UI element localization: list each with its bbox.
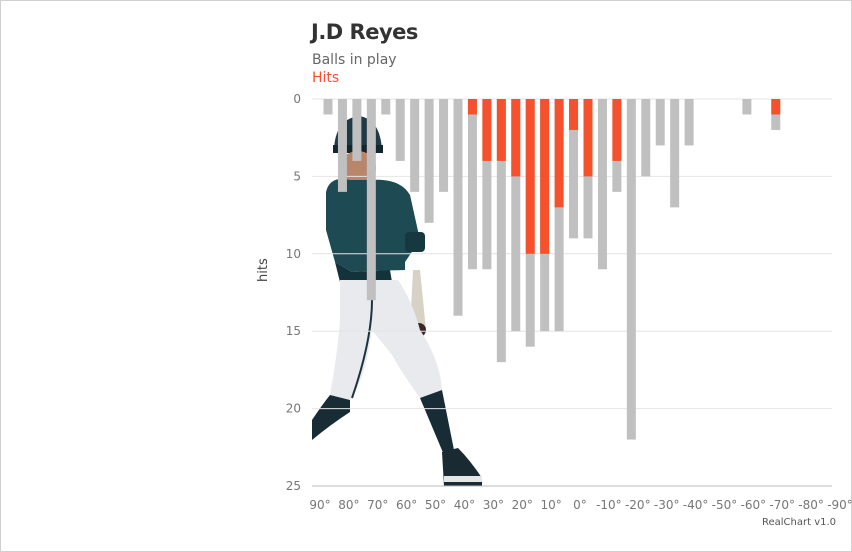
y-tick-label: 25 xyxy=(286,479,301,493)
bar-hits[interactable] xyxy=(554,99,564,208)
bar-hits[interactable] xyxy=(583,99,593,177)
x-tick-label: -80° xyxy=(798,498,824,512)
x-tick-label: 40° xyxy=(454,498,475,512)
x-tick-label: -10° xyxy=(596,498,622,512)
bar-hits[interactable] xyxy=(467,99,477,115)
bar-balls-in-play[interactable] xyxy=(496,99,506,363)
chart-title: J.D Reyes xyxy=(311,20,418,44)
chart-subtitle: Balls in play xyxy=(312,52,397,68)
bar-balls-in-play[interactable] xyxy=(395,99,405,161)
bar-hits[interactable] xyxy=(540,99,550,254)
bar-balls-in-play[interactable] xyxy=(439,99,449,192)
bar-hits[interactable] xyxy=(771,99,781,115)
bar-balls-in-play[interactable] xyxy=(410,99,420,192)
bar-balls-in-play[interactable] xyxy=(467,99,477,270)
bar-balls-in-play[interactable] xyxy=(511,99,521,332)
bar-balls-in-play[interactable] xyxy=(684,99,694,146)
x-tick-label: -70° xyxy=(769,498,795,512)
bar-balls-in-play[interactable] xyxy=(597,99,607,270)
legend-item-hits[interactable]: Hits xyxy=(312,70,340,86)
bar-balls-in-play[interactable] xyxy=(742,99,752,115)
bar-balls-in-play[interactable] xyxy=(569,99,579,239)
x-tick-label: 50° xyxy=(425,498,446,512)
x-tick-label: 90° xyxy=(309,498,330,512)
x-tick-label: 60° xyxy=(396,498,417,512)
x-tick-label: 30° xyxy=(483,498,504,512)
x-tick-label: -30° xyxy=(654,498,680,512)
bar-balls-in-play[interactable] xyxy=(381,99,391,115)
bar-balls-in-play[interactable] xyxy=(482,99,492,270)
bar-balls-in-play[interactable] xyxy=(554,99,564,332)
y-axis-ticks: 0 5 10 15 20 25 xyxy=(286,92,301,493)
x-tick-label: 70° xyxy=(367,498,388,512)
y-tick-label: 20 xyxy=(286,402,301,416)
x-tick-label: -50° xyxy=(712,498,738,512)
y-tick-label: 5 xyxy=(293,169,301,183)
x-tick-label: 20° xyxy=(512,498,533,512)
bar-hits[interactable] xyxy=(496,99,506,161)
x-tick-label: -60° xyxy=(741,498,767,512)
x-tick-label: 10° xyxy=(540,498,561,512)
bar-balls-in-play[interactable] xyxy=(453,99,463,316)
bar-balls-in-play[interactable] xyxy=(641,99,651,177)
bar-hits[interactable] xyxy=(612,99,622,161)
bar-balls-in-play[interactable] xyxy=(655,99,665,146)
bar-balls-in-play[interactable] xyxy=(424,99,434,223)
bar-balls-in-play[interactable] xyxy=(323,99,333,115)
x-axis-ticks: 90° 80° 70° 60° 50° 40° 30° 20° 10° 0° -10° -20° -30… xyxy=(309,498,852,512)
bar-hits[interactable] xyxy=(569,99,579,130)
x-tick-label: -90° xyxy=(827,498,852,512)
bar-balls-in-play[interactable] xyxy=(670,99,680,208)
y-tick-label: 0 xyxy=(293,92,301,106)
bar-balls-in-play[interactable] xyxy=(366,99,376,301)
bars-hits xyxy=(467,99,781,254)
x-tick-label: -40° xyxy=(683,498,709,512)
bar-balls-in-play[interactable] xyxy=(352,99,362,161)
bar-balls-in-play[interactable] xyxy=(626,99,636,440)
bar-hits[interactable] xyxy=(525,99,535,254)
x-tick-label: 0° xyxy=(573,498,587,512)
y-tick-label: 15 xyxy=(286,324,301,338)
credit-label: RealChart v1.0 xyxy=(762,517,837,528)
bar-hits[interactable] xyxy=(511,99,521,177)
bar-balls-in-play[interactable] xyxy=(337,99,347,192)
y-tick-label: 10 xyxy=(286,247,301,261)
x-tick-label: 80° xyxy=(338,498,359,512)
bar-hits[interactable] xyxy=(482,99,492,161)
x-tick-label: -20° xyxy=(625,498,651,512)
